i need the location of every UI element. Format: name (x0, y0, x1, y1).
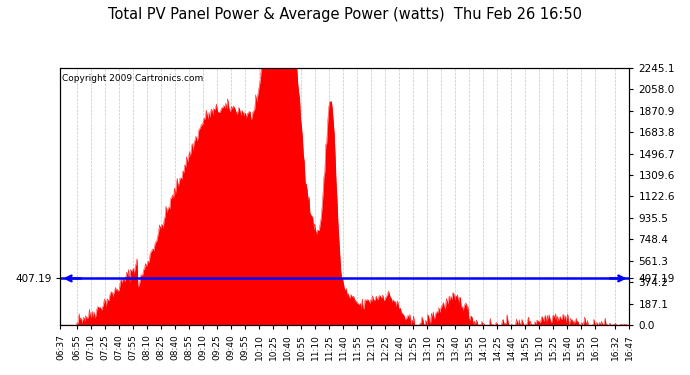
Text: Total PV Panel Power & Average Power (watts)  Thu Feb 26 16:50: Total PV Panel Power & Average Power (wa… (108, 8, 582, 22)
Text: Copyright 2009 Cartronics.com: Copyright 2009 Cartronics.com (61, 74, 203, 83)
